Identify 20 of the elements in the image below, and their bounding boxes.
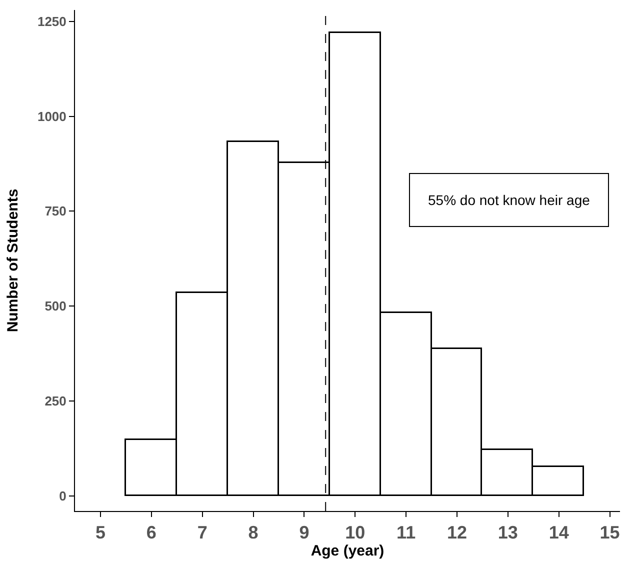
x-axis-title: Age (year) (310, 542, 384, 560)
y-tick-label: 1000 (37, 108, 66, 124)
y-tick-label: 1250 (37, 14, 66, 29)
x-tick-label: 6 (146, 522, 156, 543)
y-tick-label: 500 (44, 298, 66, 314)
x-tick-label: 14 (548, 522, 569, 543)
y-axis-title: Number of Students (4, 188, 22, 332)
y-tick-label: 0 (59, 488, 66, 504)
x-tick-label: 7 (197, 522, 208, 543)
x-tick-label: 8 (248, 522, 258, 543)
x-tick-label: 13 (498, 522, 518, 543)
y-tick-label: 750 (44, 204, 66, 219)
x-tick-label: 9 (299, 522, 310, 543)
y-tick-label: 250 (44, 393, 66, 408)
x-tick-label: 10 (345, 522, 366, 543)
x-tick-label: 11 (396, 522, 416, 543)
x-tick-label: 15 (600, 522, 620, 543)
x-tick-label: 12 (446, 522, 468, 543)
annotation: 55% do not know heir age (428, 192, 590, 208)
x-tick-label: 5 (95, 522, 106, 543)
